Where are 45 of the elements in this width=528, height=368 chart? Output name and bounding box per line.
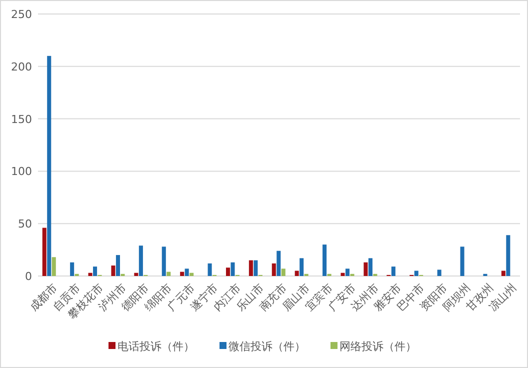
- bar: [501, 270, 506, 276]
- bar: [93, 266, 98, 276]
- bar: [162, 246, 166, 276]
- bar: [340, 272, 345, 276]
- bar: [111, 266, 116, 276]
- y-tick-label: 250: [11, 8, 32, 21]
- bar: [391, 266, 396, 276]
- bar: [208, 263, 212, 276]
- y-tick-label: 200: [11, 60, 32, 74]
- bar: [414, 270, 418, 276]
- bar: [70, 262, 74, 276]
- y-tick-label: 150: [11, 112, 32, 126]
- bar: [52, 257, 56, 276]
- bar: [506, 235, 510, 276]
- bar: [88, 272, 92, 276]
- bar: [300, 258, 304, 276]
- legend-label: 网络投诉（件）: [340, 340, 416, 353]
- bar: [134, 272, 138, 276]
- bar: [460, 246, 464, 276]
- bar: [437, 270, 442, 276]
- legend-label: 电话投诉（件）: [118, 340, 194, 353]
- bar: [166, 272, 171, 276]
- bar: [230, 262, 235, 276]
- bar: [190, 272, 194, 276]
- legend-label: 微信投诉（件）: [228, 340, 306, 353]
- bar: [345, 268, 350, 276]
- bar: [281, 268, 286, 276]
- y-tick-label: 50: [18, 218, 32, 231]
- y-tick-label: 0: [25, 270, 32, 283]
- bar: [364, 262, 368, 276]
- bar: [47, 56, 52, 276]
- bar: [180, 272, 184, 276]
- bar: [42, 228, 46, 276]
- bar: [294, 270, 299, 276]
- bar: [272, 263, 276, 276]
- bar: [276, 250, 281, 276]
- bar: [138, 246, 143, 276]
- bar: [116, 255, 120, 276]
- bar: [254, 260, 258, 276]
- bar: [248, 260, 253, 276]
- bar: [368, 258, 372, 276]
- y-tick-label: 100: [11, 165, 32, 178]
- bar: [226, 268, 230, 276]
- bar: [184, 268, 189, 276]
- bar: [322, 244, 327, 276]
